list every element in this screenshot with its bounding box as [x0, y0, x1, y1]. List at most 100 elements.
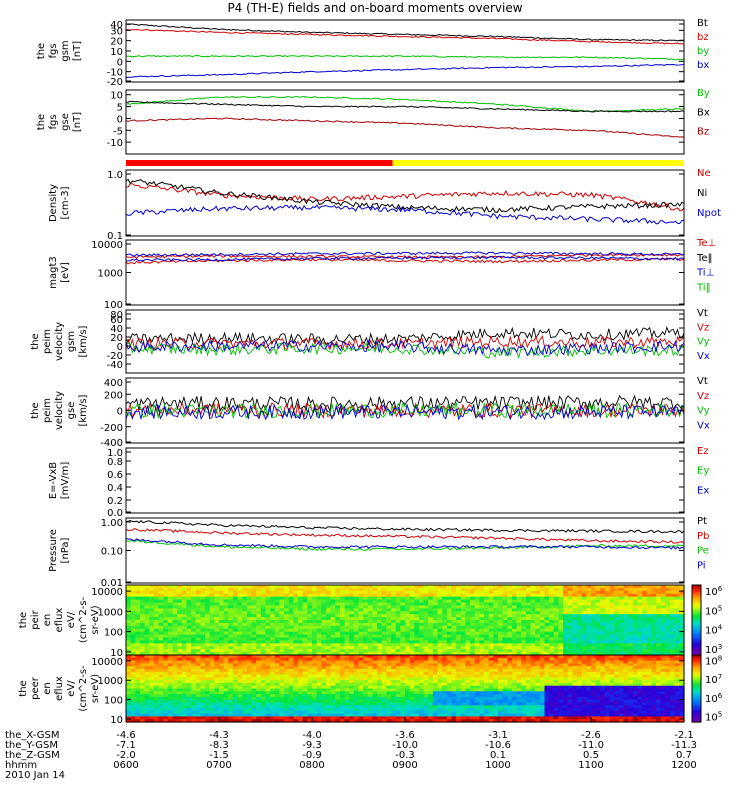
spectrogram-cell: [418, 620, 425, 624]
spectrogram-cell: [391, 719, 397, 723]
spectrogram-cell: [618, 614, 625, 618]
spectrogram-cell: [395, 640, 401, 644]
spectrogram-cell: [344, 587, 350, 592]
legend-entry: Vy: [697, 406, 710, 417]
spectrogram-cell: [470, 605, 476, 609]
spectrogram-cell: [288, 682, 294, 687]
spectrogram-cell: [251, 682, 257, 687]
spectrogram-cell: [521, 605, 527, 609]
spectrogram-cell: [270, 652, 276, 656]
spectrogram-cell: [623, 628, 629, 633]
spectrogram-cell: [409, 590, 415, 595]
spectrogram-cell: [149, 702, 155, 706]
spectrogram-cell: [670, 622, 676, 627]
spectrogram-cell: [442, 688, 448, 692]
spectrogram-cell: [242, 587, 248, 592]
spectrogram-cell: [349, 682, 355, 687]
spectrogram-cell: [237, 593, 243, 598]
spectrogram-cell: [177, 694, 183, 698]
spectrogram-cell: [209, 602, 215, 607]
spectrogram-cell: [432, 634, 439, 639]
spectrogram-cell: [325, 611, 332, 615]
spectrogram-cell: [219, 671, 225, 676]
spectrogram-cell: [339, 688, 346, 692]
spectrogram-cell: [265, 713, 271, 718]
spectrogram-cell: [177, 685, 183, 690]
spectrogram-cell: [553, 611, 560, 615]
spectrogram-cell: [423, 587, 429, 592]
spectrogram-cell: [135, 593, 141, 598]
spectrogram-cell: [479, 657, 485, 662]
spectrogram-cell: [149, 685, 155, 690]
spectrogram-cell: [209, 587, 215, 592]
spectrogram-cell: [325, 634, 332, 639]
spectrogram-cell: [181, 696, 188, 701]
spectrogram-cell: [386, 716, 392, 720]
spectrogram-cell: [158, 605, 164, 609]
spectrogram-cell: [581, 608, 587, 612]
spectrogram-cell: [251, 716, 257, 720]
spectrogram-cell: [335, 643, 341, 647]
spectrogram-cell: [149, 646, 155, 650]
spectrogram-cell: [237, 620, 243, 624]
spectrogram-cell: [344, 605, 350, 609]
spectrogram-cell: [209, 628, 215, 633]
spectrogram-cell: [367, 593, 374, 598]
spectrogram-cell: [237, 694, 243, 698]
spectrogram-cell: [242, 674, 248, 678]
spectrogram-cell: [516, 643, 522, 647]
mode-bar-segment: [392, 160, 684, 166]
spectrogram-cell: [646, 631, 653, 636]
spectrogram-cell: [200, 668, 206, 673]
spectrogram-cell: [395, 708, 401, 712]
spectrogram-cell: [423, 702, 429, 706]
spectrogram-cell: [656, 628, 662, 633]
spectrogram-cell: [577, 643, 583, 647]
spectrogram-cell: [149, 614, 155, 618]
spectrogram-cell: [251, 608, 257, 612]
spectrogram-cell: [186, 611, 192, 615]
spectrogram-cell: [535, 608, 541, 612]
spectrogram-cell: [260, 666, 267, 670]
spectrogram-cell: [442, 699, 448, 704]
spectrogram-cell: [163, 674, 169, 678]
spectrogram-cell: [405, 660, 411, 664]
spectrogram-cell: [460, 643, 467, 647]
spectrogram-cell: [521, 637, 527, 642]
spectrogram-cell: [260, 708, 267, 712]
spectrogram-cell: [353, 585, 360, 589]
spectrogram-cell: [256, 640, 262, 644]
spectrogram-cell: [135, 652, 141, 656]
spectrogram-cell: [391, 671, 397, 676]
spectrogram-cell: [516, 649, 522, 653]
spectrogram-cell: [418, 631, 425, 636]
spectrogram-cell: [223, 691, 229, 695]
spectrogram-cell: [265, 710, 271, 715]
spectrogram-cell: [158, 685, 164, 690]
spectrogram-cell: [237, 674, 243, 678]
spectrogram-cell: [423, 713, 429, 718]
spectrogram-cell: [586, 634, 592, 639]
spectrogram-cell: [414, 660, 420, 664]
spectrogram-cell: [465, 694, 471, 698]
spectrogram-cell: [251, 685, 257, 690]
spectrogram-cell: [391, 694, 397, 698]
spectrogram-cell: [288, 596, 294, 601]
legend-entry: Pb: [697, 531, 709, 542]
spectrogram-cell: [437, 688, 443, 692]
spectrogram-cell: [312, 694, 318, 698]
spectrogram-cell: [167, 716, 174, 720]
spectrogram-cell: [525, 634, 532, 639]
spectrogram-cell: [172, 713, 178, 718]
spectrogram-cell: [516, 646, 522, 650]
spectrogram-cell: [219, 666, 225, 670]
spectrogram-cell: [525, 649, 532, 653]
spectrogram-cell: [377, 682, 383, 687]
spectrogram-cell: [432, 657, 439, 662]
y-axis-label: [cm-3]: [60, 186, 71, 219]
spectrogram-cell: [237, 608, 243, 612]
spectrogram-cell: [456, 585, 462, 589]
spectrogram-cell: [516, 637, 522, 642]
y-tick-label: 80: [110, 310, 123, 321]
spectrogram-cell: [456, 640, 462, 644]
